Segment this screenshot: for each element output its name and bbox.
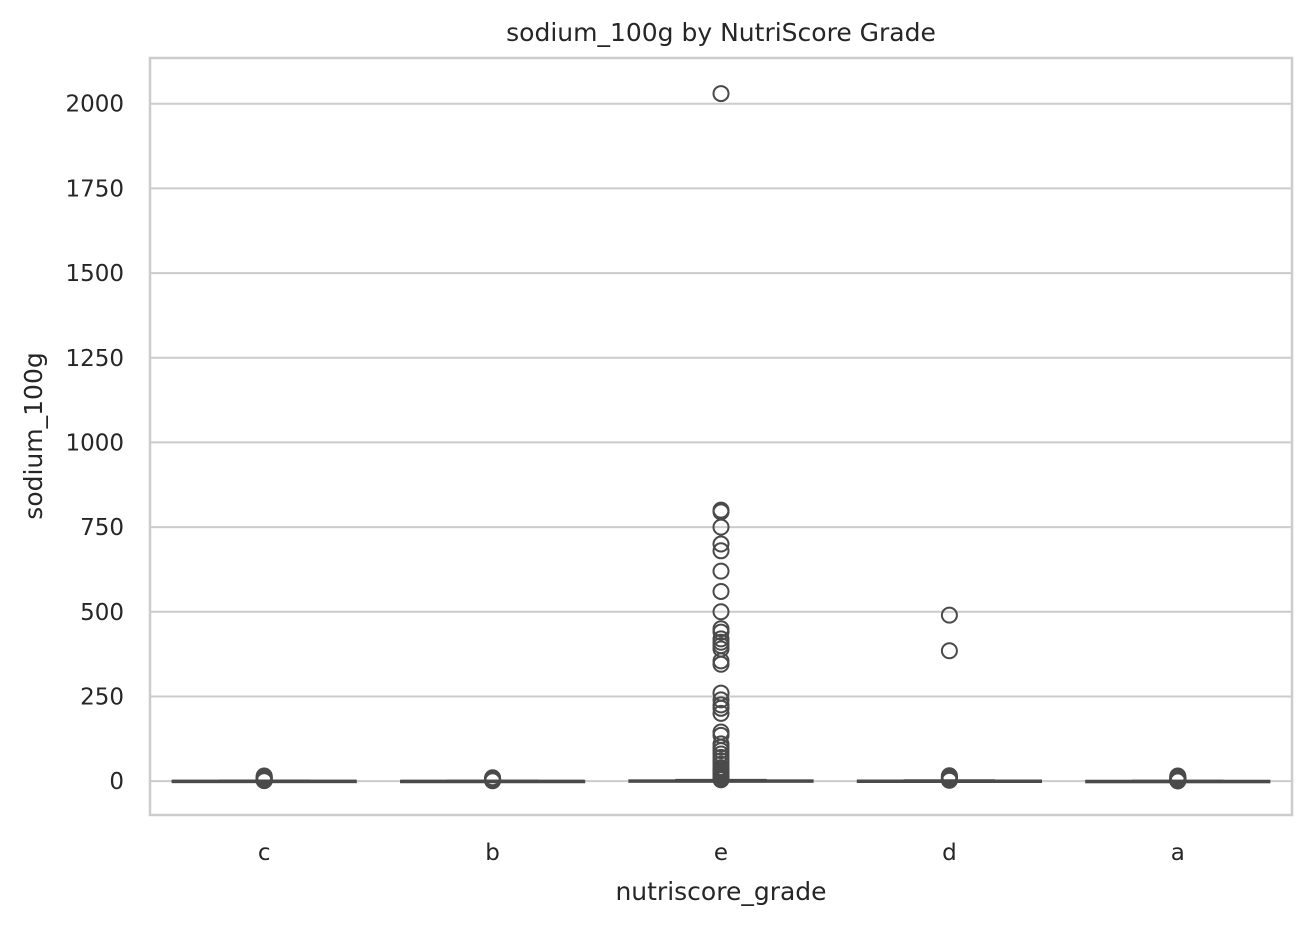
- y-tick-750: 750: [80, 515, 124, 541]
- x-tick-b: b: [485, 840, 500, 866]
- outlier-e-36: [712, 535, 730, 553]
- y-tick-1000: 1000: [65, 430, 124, 456]
- outlier-e-19: [712, 704, 730, 722]
- outlier-e-35: [712, 542, 730, 560]
- outlier-e-16: [712, 735, 730, 753]
- outlier-e-39: [712, 501, 730, 519]
- y-tick-500: 500: [80, 600, 124, 626]
- y-axis-label: sodium_100g: [19, 352, 48, 519]
- box-d: [856, 779, 1043, 784]
- x-axis-label: nutriscore_grade: [615, 877, 826, 906]
- outlier-e-34: [712, 562, 730, 580]
- outlier-e-24: [712, 655, 730, 673]
- outlier-e-22: [712, 691, 730, 709]
- outlier-e-31: [712, 620, 730, 638]
- outlier-a-10: [1169, 767, 1187, 785]
- x-tick-d: d: [942, 840, 957, 866]
- outlier-c-9: [255, 767, 273, 785]
- box-c: [171, 779, 357, 784]
- outlier-points: [255, 85, 1187, 790]
- outlier-e-33: [712, 582, 730, 600]
- outlier-b-7: [484, 769, 502, 787]
- chart-title: sodium_100g by NutriScore Grade: [506, 18, 936, 47]
- x-tick-a: a: [1171, 840, 1185, 866]
- outlier-d-11: [940, 606, 958, 624]
- box-b: [399, 779, 586, 784]
- outlier-e-40: [712, 85, 730, 103]
- y-tick-0: 0: [109, 769, 124, 795]
- y-tick-1750: 1750: [65, 176, 124, 202]
- y-tick-2000: 2000: [65, 92, 124, 118]
- y-tick-labels: 0 250 500 750 1000 1250 1500 1750 2000: [65, 92, 124, 795]
- outlier-e-18: [712, 723, 730, 741]
- gridlines: [150, 102, 1292, 783]
- outlier-e-32: [712, 603, 730, 621]
- y-tick-1500: 1500: [65, 261, 124, 287]
- outlier-e-23: [712, 684, 730, 702]
- outlier-d-10: [940, 642, 958, 660]
- outlier-d-9: [940, 767, 958, 785]
- y-tick-250: 250: [80, 684, 124, 710]
- outlier-e-29: [712, 630, 730, 648]
- box-a: [1085, 779, 1271, 784]
- x-tick-e: e: [714, 840, 728, 866]
- plot-frame: [148, 56, 1294, 817]
- outlier-e-21: [712, 696, 730, 714]
- y-tick-1250: 1250: [65, 346, 124, 372]
- x-tick-c: c: [258, 840, 271, 866]
